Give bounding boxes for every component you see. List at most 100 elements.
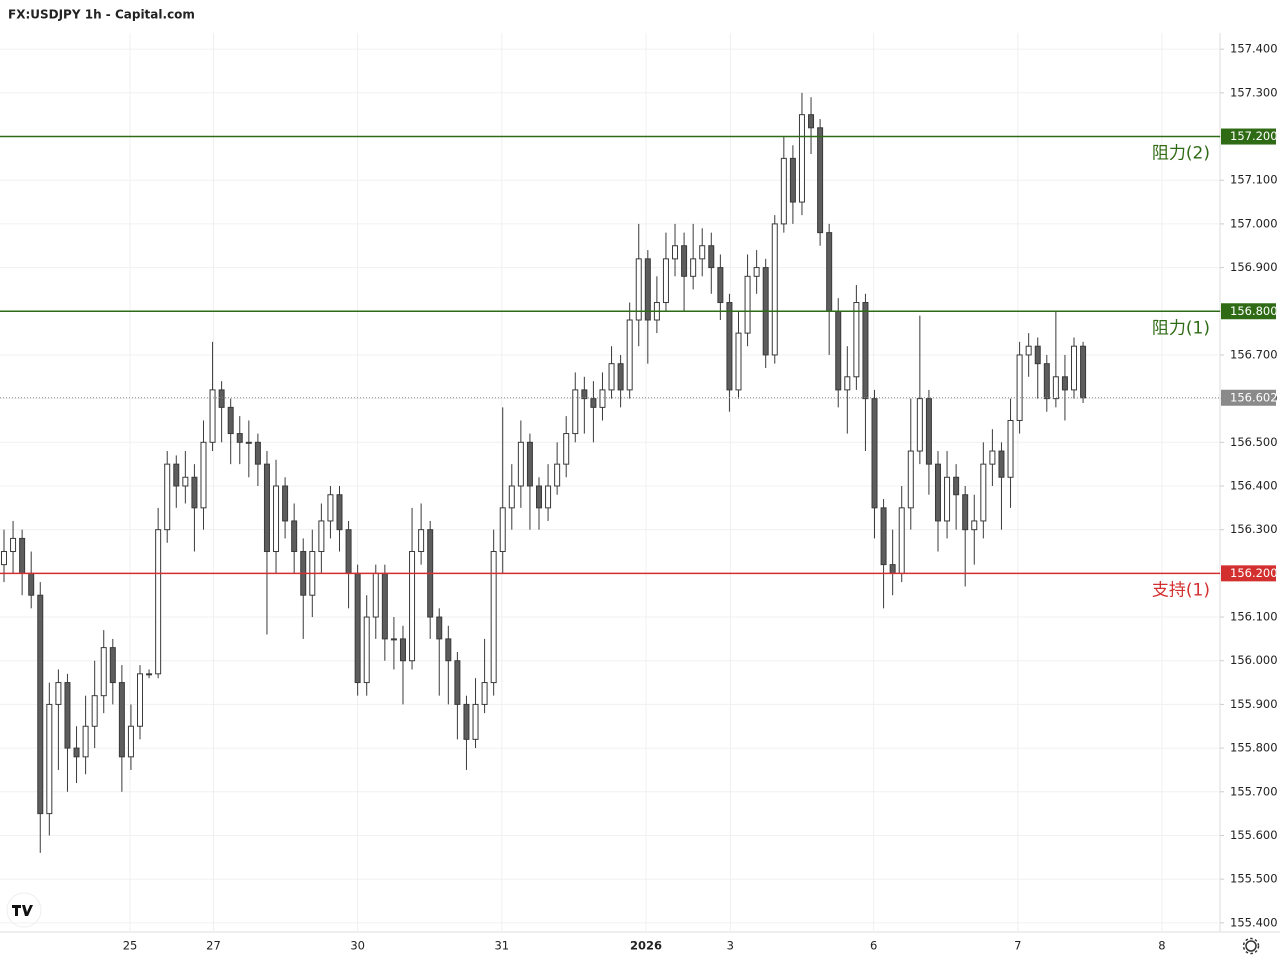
- candle-body: [109, 647, 116, 684]
- tv-logo[interactable]: [6, 892, 42, 928]
- candle-body: [64, 682, 71, 749]
- last-price-label: 156.602: [1230, 390, 1278, 404]
- candle-body: [1080, 345, 1087, 399]
- candle-body: [998, 450, 1005, 478]
- x-tick-label: 3: [727, 939, 734, 953]
- y-tick-label: 155.800: [1230, 741, 1278, 755]
- candle-body: [200, 441, 207, 509]
- y-tick-label: 157.300: [1230, 85, 1278, 99]
- candle-body: [608, 363, 615, 391]
- candle-body: [254, 441, 261, 465]
- candle-body: [10, 537, 17, 553]
- candle-body: [46, 703, 53, 815]
- candle-body: [490, 551, 497, 684]
- candle-body: [789, 157, 796, 203]
- candle-body: [644, 258, 651, 321]
- x-tick-label: 6: [870, 939, 877, 953]
- candle-body: [336, 494, 343, 531]
- candle-body: [508, 485, 515, 509]
- y-tick-label: 156.000: [1230, 653, 1278, 667]
- candle-body: [127, 725, 134, 758]
- candle-body: [499, 507, 506, 553]
- candle-body: [889, 564, 896, 574]
- candle-body: [191, 476, 198, 509]
- x-tick-label: 25: [123, 939, 138, 953]
- candle-body: [155, 529, 162, 675]
- candle-body: [907, 450, 914, 509]
- candle-body: [37, 594, 44, 815]
- y-tick-label: 157.100: [1230, 173, 1278, 187]
- candle-body: [626, 319, 633, 391]
- candle-body: [381, 572, 388, 640]
- level-annotation: 阻力(1): [1152, 318, 1210, 338]
- candle-body: [862, 302, 869, 400]
- candle-body: [418, 529, 425, 553]
- last-price-box: [1221, 389, 1276, 406]
- candle-body: [236, 433, 243, 443]
- candle-body: [590, 398, 597, 408]
- candle-body: [798, 114, 805, 203]
- y-tick-label: 156.300: [1230, 522, 1278, 536]
- x-tick-label: 30: [350, 939, 365, 953]
- candle-body: [771, 223, 778, 356]
- candle-body: [463, 703, 470, 740]
- level-annotation: 支持(1): [1152, 580, 1210, 600]
- candle-body: [699, 245, 706, 260]
- candle-body: [1007, 419, 1014, 478]
- candle-body: [681, 245, 688, 277]
- level-annotation: 阻力(2): [1152, 144, 1210, 164]
- candle-body: [1034, 345, 1041, 365]
- x-tick-label: 7: [1014, 939, 1021, 953]
- x-tick-label: 27: [206, 939, 221, 953]
- candle-body: [744, 275, 751, 334]
- candle-body: [545, 485, 552, 509]
- level-price-label: 157.200: [1230, 129, 1278, 143]
- candle-body: [717, 267, 724, 304]
- candle-body: [572, 389, 579, 435]
- y-tick-label: 157.400: [1230, 42, 1278, 56]
- candle-body: [263, 463, 270, 553]
- candle-body: [635, 258, 642, 321]
- x-tick-label: 8: [1158, 939, 1165, 953]
- candle-body: [835, 310, 842, 391]
- candle-body: [1016, 354, 1023, 421]
- candle-body: [19, 537, 26, 574]
- candle-body: [472, 703, 479, 740]
- candle-body: [0, 551, 7, 566]
- candle-body: [146, 673, 153, 676]
- candle-body: [372, 572, 379, 618]
- settings-icon[interactable]: [1242, 937, 1260, 955]
- candle-body: [390, 638, 397, 641]
- candle-body: [100, 647, 107, 697]
- candle-body: [735, 332, 742, 391]
- candle-body: [535, 485, 542, 509]
- candle-body: [273, 485, 280, 553]
- candle-body: [898, 507, 905, 574]
- x-tick-label: 2026: [630, 939, 662, 953]
- candle-body: [55, 682, 62, 705]
- candle-body: [517, 441, 524, 487]
- candle-body: [672, 245, 679, 260]
- candle-body: [118, 682, 125, 758]
- candle-body: [399, 638, 406, 662]
- candle-body: [808, 114, 815, 129]
- candle-body: [934, 463, 941, 522]
- candle-body: [1061, 376, 1068, 391]
- y-tick-label: 155.400: [1230, 915, 1278, 929]
- candle-body: [880, 507, 887, 566]
- y-tick-label: 156.400: [1230, 478, 1278, 492]
- candle-body: [563, 433, 570, 465]
- candle-body: [363, 616, 370, 684]
- candle-body: [318, 520, 325, 553]
- candle-body: [454, 660, 461, 705]
- candle-body: [554, 463, 561, 487]
- chart-title: FX:USDJPY 1h - Capital.com: [8, 8, 195, 22]
- candle-body: [327, 494, 334, 522]
- x-tick-label: 31: [494, 939, 509, 953]
- candle-body: [91, 695, 98, 727]
- candle-body: [409, 551, 416, 662]
- candle-body: [662, 258, 669, 304]
- candle-body: [354, 572, 361, 684]
- y-tick-label: 156.500: [1230, 435, 1278, 449]
